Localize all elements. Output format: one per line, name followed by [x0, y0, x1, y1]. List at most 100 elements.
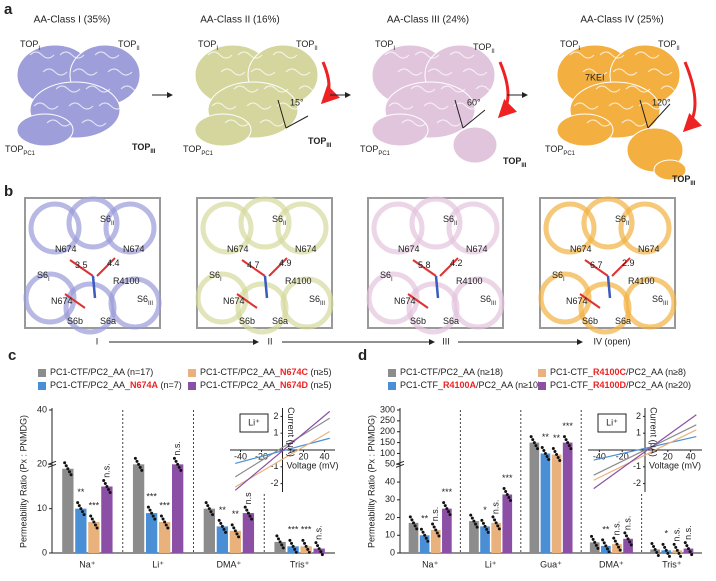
bar [562, 442, 573, 553]
point [278, 540, 282, 544]
bar [75, 508, 87, 553]
site-label: 2.9 [622, 258, 635, 268]
label-text: TOP [198, 39, 216, 49]
label-sub: I [38, 46, 40, 52]
label-sub: II [111, 221, 115, 227]
point [624, 534, 628, 538]
rotation-arrow [320, 61, 340, 105]
site-label: N674 [295, 244, 317, 254]
label-text: 4.7 [247, 260, 260, 270]
point [532, 441, 536, 445]
inset-y-tick-label: -2 [633, 478, 641, 488]
bar [612, 544, 622, 553]
helix-ring [543, 201, 597, 255]
label-text: TOP [20, 39, 38, 49]
label-text: S6 [37, 270, 48, 280]
legend-text: R4100D [593, 380, 627, 390]
bar [469, 521, 479, 553]
label-text: N674 [55, 244, 77, 254]
site-label: N674 [123, 244, 145, 254]
rotation-arrow [497, 61, 517, 119]
point [486, 530, 490, 534]
class-title: AA-Class II (16%) [200, 15, 279, 26]
helix-ring [581, 196, 635, 250]
bar [529, 442, 540, 553]
point [107, 488, 111, 492]
point [222, 527, 226, 531]
site-label: S6II [615, 214, 630, 226]
point [275, 534, 279, 538]
class-title: AA-Class III (24%) [387, 15, 469, 26]
helix [453, 102, 479, 110]
point [656, 553, 660, 557]
point [596, 546, 600, 550]
label-text: TOP [473, 42, 491, 52]
site-label: R4100 [456, 276, 483, 286]
point [410, 518, 414, 522]
top-label: TOPIII [308, 136, 332, 148]
point [435, 531, 439, 535]
helix [298, 85, 324, 93]
point [601, 538, 605, 542]
inset-y-tick-label: -1 [270, 461, 278, 471]
top-label: TOPI [198, 39, 218, 51]
label-text: S6 [552, 270, 563, 280]
point [103, 482, 107, 486]
point [508, 498, 512, 502]
point [564, 438, 568, 442]
bar [274, 541, 286, 553]
x-tick-label: Tris⁺ [290, 559, 310, 569]
side-chain [69, 259, 94, 277]
point [304, 544, 308, 548]
point [224, 530, 228, 534]
iv-curve [234, 417, 331, 478]
inset-x-tick-label: -40 [234, 451, 247, 461]
bar [442, 508, 452, 553]
legend-entry: PC1-CTF/PC2_AA (n=17) [50, 367, 153, 377]
bar [313, 548, 325, 553]
label-text: R4100 [113, 276, 140, 286]
label-sub: I [220, 277, 222, 283]
point [237, 535, 241, 539]
point [551, 447, 555, 451]
point [80, 510, 84, 514]
label-text: 4.4 [107, 258, 120, 268]
helix [211, 102, 237, 110]
site-label: R4100 [628, 276, 655, 286]
point [434, 528, 438, 532]
significance: *** [442, 487, 453, 497]
label-text: S6b [239, 316, 255, 326]
helix-ring [275, 201, 329, 255]
point [613, 539, 617, 543]
helix-ring [28, 201, 82, 255]
label-sub: III [690, 181, 695, 187]
point [161, 517, 165, 521]
side-chain [263, 275, 269, 299]
point [307, 550, 311, 554]
label-text: N674 [51, 296, 73, 306]
y-tick-label: 100 [380, 448, 395, 458]
point [294, 550, 298, 554]
bar [88, 521, 100, 553]
class-title: AA-Class I (35%) [34, 15, 111, 26]
significance: n.s. [172, 441, 182, 456]
label-text: TOP [360, 144, 378, 154]
label-text: S6 [615, 214, 626, 224]
point [446, 510, 450, 514]
inset-x-tick-label: -20 [616, 451, 629, 461]
point [133, 456, 137, 460]
helix [586, 119, 612, 127]
label-sub: III [521, 163, 526, 169]
site-label: N674 [398, 244, 420, 254]
inset-box [539, 197, 676, 329]
point [148, 508, 152, 512]
site-label: S6I [209, 270, 222, 282]
point [63, 461, 67, 465]
top-label: TOPIII [503, 156, 527, 168]
helix [107, 68, 133, 76]
site-label: R4100 [113, 276, 140, 286]
inset-x-tick-label: 20 [298, 451, 308, 461]
protein-blob [371, 113, 429, 147]
site-label: S6a [100, 316, 116, 326]
point [591, 537, 595, 541]
